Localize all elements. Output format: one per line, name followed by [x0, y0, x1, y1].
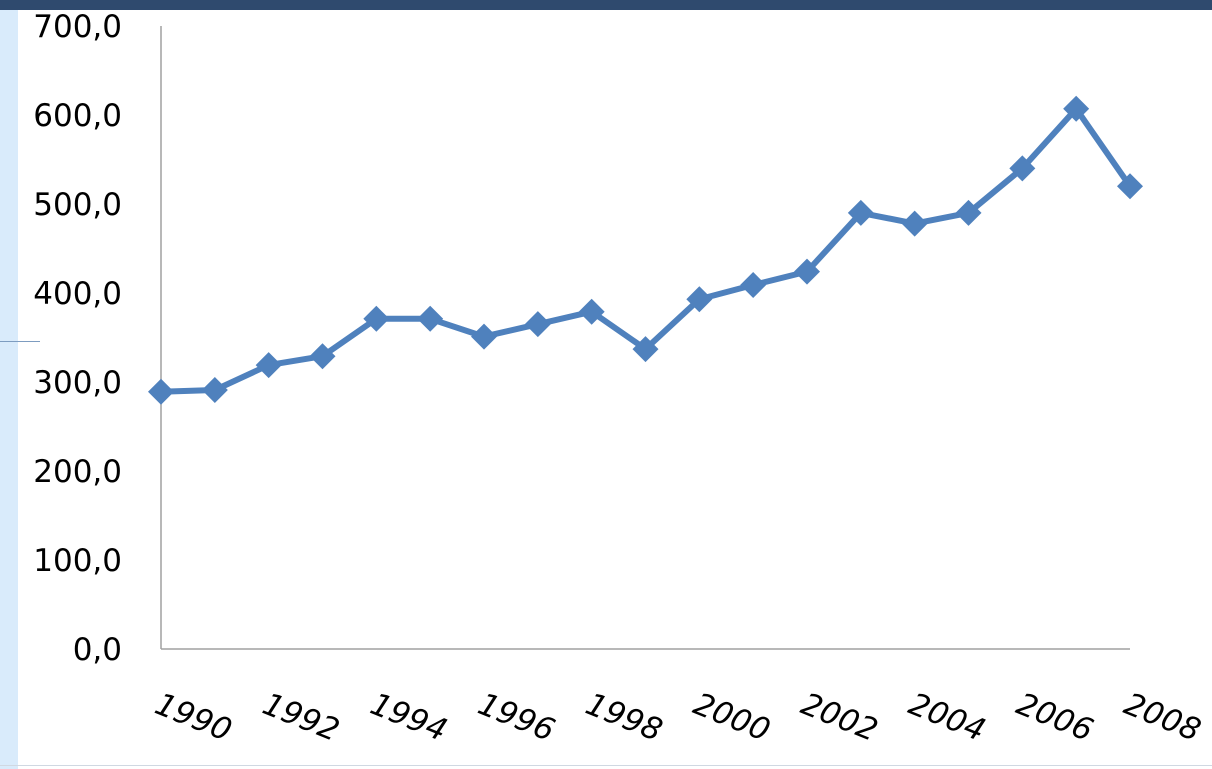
x-tick-label: 1998 — [581, 686, 668, 749]
y-tick-label: 100,0 — [33, 543, 122, 579]
chart-axes — [160, 26, 1130, 650]
x-tick-label: 2004 — [904, 686, 991, 749]
data-point-marker — [901, 210, 928, 237]
y-tick-label: 600,0 — [33, 98, 122, 134]
y-tick-label: 0,0 — [73, 632, 122, 668]
x-tick-label: 1994 — [365, 686, 452, 749]
data-point-marker — [471, 323, 497, 350]
bottom-frame-line — [0, 765, 1212, 766]
x-tick-label: 2008 — [1119, 686, 1206, 749]
data-point-marker — [740, 271, 767, 298]
x-tick-label: 2000 — [688, 686, 775, 749]
data-point-marker — [417, 305, 444, 332]
data-point-marker — [309, 343, 336, 370]
data-point-marker — [794, 258, 820, 285]
data-point-marker — [1117, 173, 1143, 200]
x-tick-label: 2002 — [796, 686, 883, 749]
left-frame-strip — [0, 10, 18, 769]
y-tick-label: 200,0 — [33, 454, 122, 490]
data-point-marker — [148, 378, 174, 405]
left-frame-rule — [0, 341, 40, 342]
y-tick-labels: 0,0 100,0 200,0 300,0 400,0 500,0 600,0 700,0 — [33, 9, 122, 668]
x-tick-label: 1990 — [150, 686, 237, 749]
x-tick-label: 1996 — [473, 686, 560, 749]
y-tick-label: 500,0 — [33, 187, 122, 223]
data-point-marker — [1009, 155, 1036, 182]
top-frame-bar — [0, 0, 1212, 10]
y-tick-label: 400,0 — [33, 276, 122, 312]
series-line-group — [148, 95, 1143, 405]
x-tick-label: 1992 — [258, 686, 345, 749]
y-tick-label: 700,0 — [33, 9, 122, 45]
data-point-marker — [632, 336, 659, 363]
x-tick-labels: 1990 1992 1994 1996 1998 2000 2002 2004 2006 2008 — [150, 686, 1206, 749]
data-point-marker — [686, 286, 713, 313]
data-point-marker — [847, 199, 874, 226]
data-point-marker — [578, 298, 605, 325]
y-tick-label: 300,0 — [33, 365, 122, 401]
x-tick-label: 2006 — [1011, 686, 1098, 749]
data-point-marker — [201, 377, 228, 404]
data-point-marker — [524, 311, 551, 338]
data-point-marker — [955, 199, 982, 226]
data-point-marker — [363, 305, 390, 332]
data-point-marker — [1063, 95, 1090, 122]
data-point-marker — [255, 352, 282, 379]
